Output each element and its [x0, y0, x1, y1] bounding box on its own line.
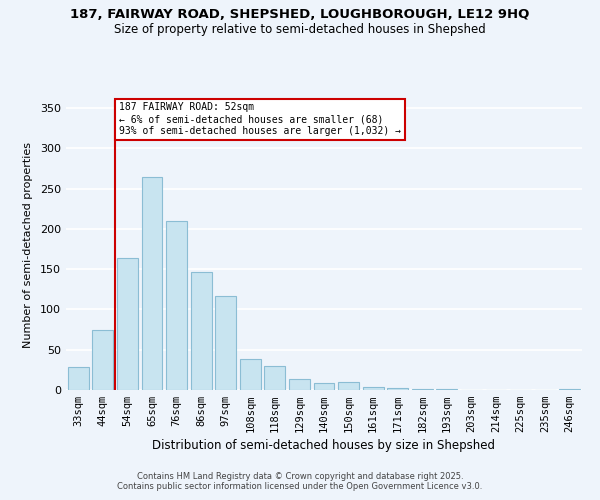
- Bar: [166, 221, 187, 390]
- Text: Size of property relative to semi-detached houses in Shepshed: Size of property relative to semi-detach…: [114, 22, 486, 36]
- Text: 187 FAIRWAY ROAD: 52sqm
← 6% of semi-detached houses are smaller (68)
93% of sem: 187 FAIRWAY ROAD: 52sqm ← 6% of semi-det…: [119, 102, 401, 136]
- Bar: [436, 389, 457, 390]
- Bar: [338, 382, 359, 390]
- Bar: [117, 258, 138, 390]
- Text: Contains HM Land Registry data © Crown copyright and database right 2025.: Contains HM Land Registry data © Crown c…: [137, 472, 463, 481]
- Bar: [362, 387, 383, 390]
- Bar: [387, 388, 408, 390]
- Bar: [240, 358, 261, 390]
- X-axis label: Distribution of semi-detached houses by size in Shepshed: Distribution of semi-detached houses by …: [152, 440, 496, 452]
- Bar: [559, 389, 580, 390]
- Bar: [314, 383, 334, 390]
- Bar: [215, 296, 236, 390]
- Bar: [92, 330, 113, 390]
- Bar: [265, 366, 286, 390]
- Bar: [68, 366, 89, 390]
- Bar: [412, 389, 433, 390]
- Bar: [142, 176, 163, 390]
- Bar: [289, 378, 310, 390]
- Text: 187, FAIRWAY ROAD, SHEPSHED, LOUGHBOROUGH, LE12 9HQ: 187, FAIRWAY ROAD, SHEPSHED, LOUGHBOROUG…: [70, 8, 530, 20]
- Bar: [191, 272, 212, 390]
- Text: Contains public sector information licensed under the Open Government Licence v3: Contains public sector information licen…: [118, 482, 482, 491]
- Y-axis label: Number of semi-detached properties: Number of semi-detached properties: [23, 142, 33, 348]
